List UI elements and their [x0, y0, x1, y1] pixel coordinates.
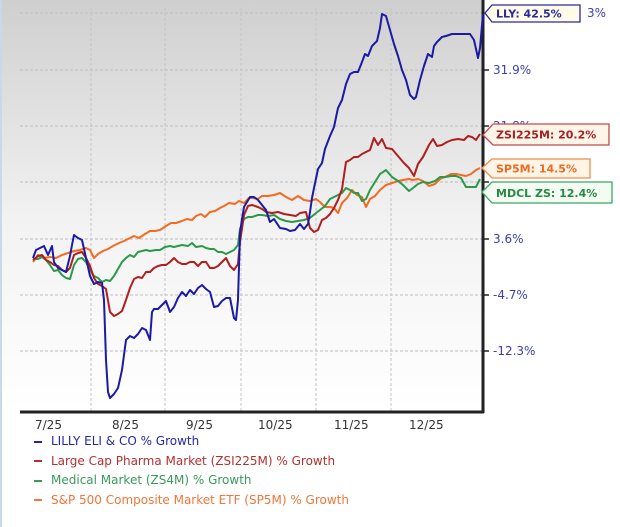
y-tick-label: 3.6%	[493, 232, 524, 246]
y-tick-label: 3%	[587, 6, 606, 20]
legend-item-lly[interactable]: LILLY ELI & CO % Growth	[34, 432, 349, 452]
tag-sp5m: SP5M: 14.5%	[481, 158, 591, 179]
legend-swatch-icon	[34, 460, 42, 463]
legend-label: S&P 500 Composite Market ETF (SP5M) % Gr…	[51, 492, 349, 507]
horizontal-gridlines	[20, 12, 483, 352]
series-line-lly	[32, 13, 484, 399]
x-tick-label: 12/25	[409, 418, 444, 432]
legend-label: LILLY ELI & CO % Growth	[51, 434, 200, 448]
legend-item-zsi225m[interactable]: Large Cap Pharma Market (ZSI225M) % Grow…	[34, 452, 349, 472]
legend-label: Medical Market (ZS4M) % Growth	[51, 473, 252, 487]
tag-mdcl-text: MDCL ZS: 12.4%	[496, 187, 597, 200]
x-tick-label: 10/25	[258, 418, 293, 432]
tag-zsi225m: ZSI225M: 20.2%	[482, 123, 610, 146]
y-tick-label: -4.7%	[493, 288, 528, 302]
y-tick-label: 31.9%	[493, 63, 531, 77]
plot-background	[2, 0, 483, 412]
chart-legend: LILLY ELI & CO % Growth Large Cap Pharma…	[34, 432, 349, 510]
legend-label: Large Cap Pharma Market (ZSI225M) % Grow…	[51, 453, 336, 468]
x-tick-label: 8/25	[112, 418, 139, 432]
tag-lly: LLY: 42.5%	[484, 4, 581, 23]
tag-sp5m-text: SP5M: 14.5%	[496, 163, 577, 176]
x-tick-label: 9/25	[186, 418, 213, 432]
x-tick-label: 11/25	[334, 418, 369, 432]
tag-zsi225m-text: ZSI225M: 20.2%	[496, 129, 596, 142]
legend-swatch-icon	[34, 479, 42, 482]
tag-lly-text: LLY: 42.5%	[496, 8, 562, 21]
x-tick-label: 7/25	[35, 418, 62, 432]
legend-swatch-icon	[34, 440, 42, 443]
tag-mdcl: MDCL ZS: 12.4%	[481, 181, 613, 204]
legend-swatch-icon	[34, 499, 42, 502]
vertical-gridlines	[90, 8, 392, 412]
y-axis-ticks	[483, 69, 489, 352]
legend-item-zs4m[interactable]: Medical Market (ZS4M) % Growth	[34, 471, 349, 491]
legend-item-sp5m[interactable]: S&P 500 Composite Market ETF (SP5M) % Gr…	[34, 491, 349, 511]
series-line-zs4m	[33, 169, 481, 283]
y-tick-label: -12.3%	[493, 344, 535, 358]
